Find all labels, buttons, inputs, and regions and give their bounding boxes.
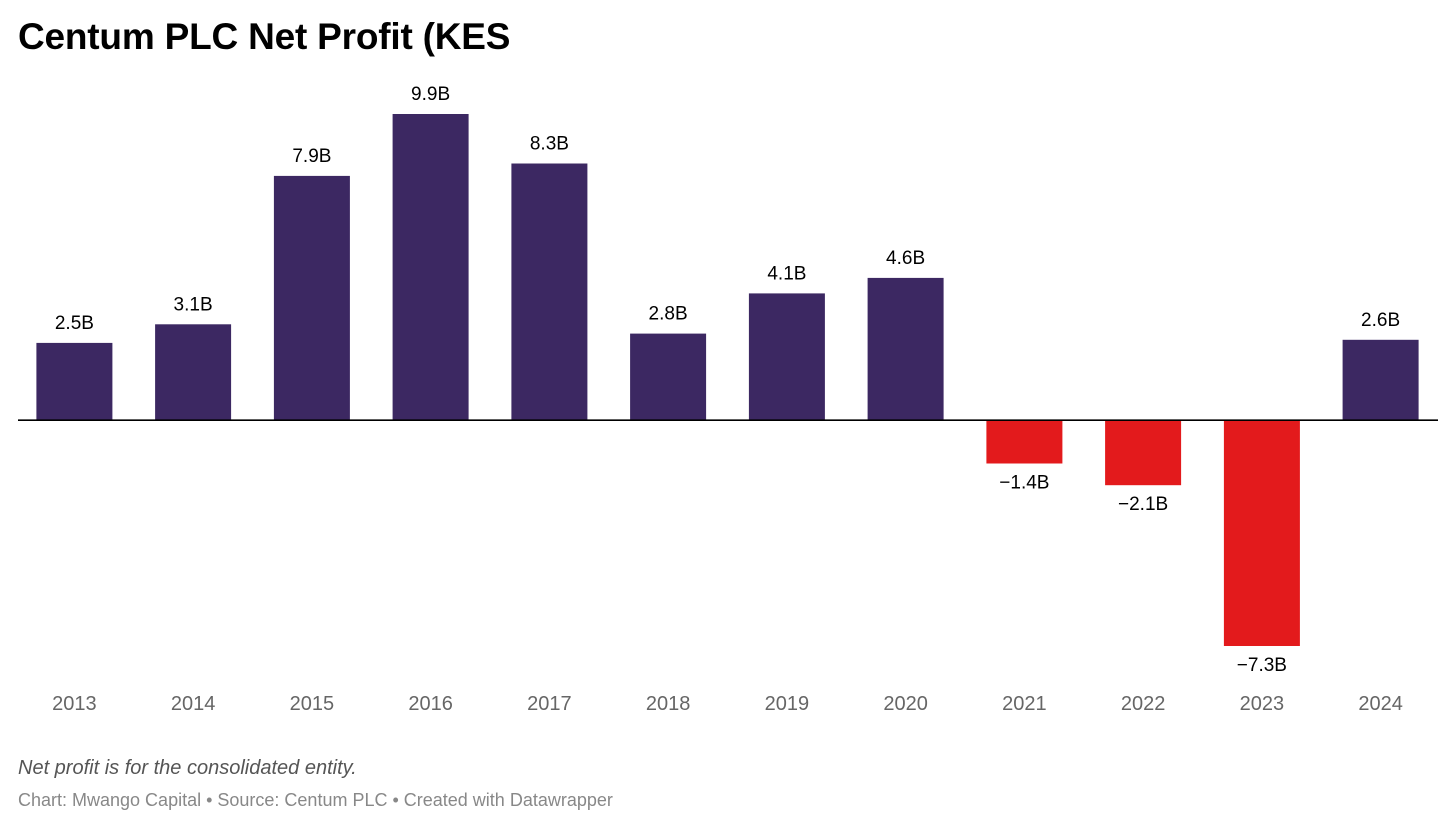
value-label-2017: 8.3B [530,134,569,155]
bar-chart: 2.5B 3.1B 7.9B 9.9B 8.3B 2.8B 4.1B 4.6B −1.4B −2.… [18,84,1438,715]
x-tick-2020: 2020 [883,693,928,715]
x-tick-labels-group: 2013 2014 2015 2016 2017 2018 2019 2020 2021 2022… [52,693,1403,715]
bar-2018 [630,333,707,421]
bar-2023 [1223,420,1300,646]
value-label-2022: −2.1B [1118,494,1168,515]
x-tick-2022: 2022 [1121,693,1166,715]
x-tick-2014: 2014 [171,693,216,715]
bar-2022 [1105,420,1182,486]
value-labels-group: 2.5B 3.1B 7.9B 9.9B 8.3B 2.8B 4.1B 4.6B −1.4B −2.… [55,84,1400,676]
x-tick-2021: 2021 [1002,693,1047,715]
chart-note: Net profit is for the consolidated entit… [18,757,357,779]
value-label-2014: 3.1B [174,294,213,315]
bar-2015 [273,175,350,421]
x-tick-2017: 2017 [527,693,572,715]
bar-2016 [392,114,469,421]
bar-2013 [36,342,113,421]
bar-2019 [748,293,825,421]
value-label-2016: 9.9B [411,84,450,105]
bar-2014 [155,324,232,421]
x-tick-2023: 2023 [1240,693,1285,715]
bar-2021 [986,420,1063,464]
value-label-2015: 7.9B [292,146,331,167]
chart-title: Centum PLC Net Profit (KES [18,16,511,57]
value-label-2019: 4.1B [767,263,806,284]
bar-2020 [867,277,944,421]
x-tick-2018: 2018 [646,693,691,715]
value-label-2018: 2.8B [649,304,688,325]
x-tick-2024: 2024 [1358,693,1403,715]
x-tick-2016: 2016 [408,693,453,715]
x-tick-2013: 2013 [52,693,97,715]
chart-credit: Chart: Mwango Capital • Source: Centum P… [18,790,613,810]
value-label-2024: 2.6B [1361,310,1400,331]
x-tick-2019: 2019 [765,693,810,715]
bar-2024 [1342,339,1419,421]
bars-group [36,114,1419,646]
bar-2017 [511,163,588,421]
value-label-2023: −7.3B [1237,655,1287,676]
value-label-2020: 4.6B [886,248,925,269]
value-label-2013: 2.5B [55,313,94,334]
x-tick-2015: 2015 [290,693,335,715]
value-label-2021: −1.4B [999,473,1049,494]
